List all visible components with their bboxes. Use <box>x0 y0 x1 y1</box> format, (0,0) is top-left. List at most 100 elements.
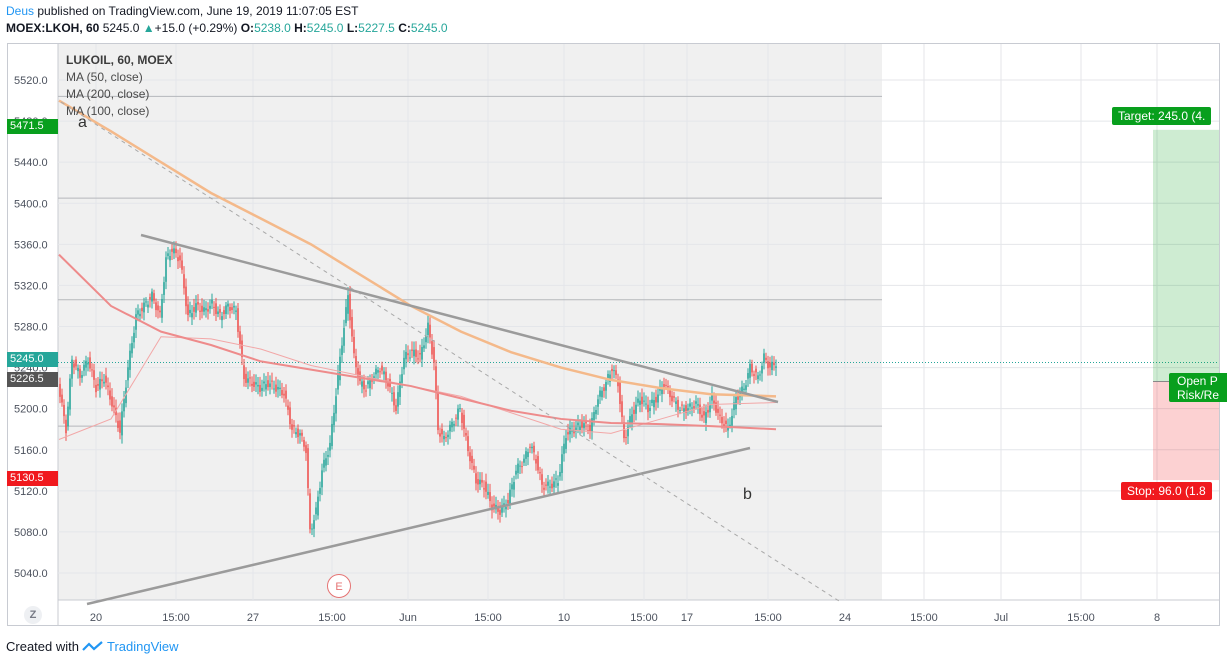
candle-body <box>655 396 657 403</box>
candle-body <box>89 357 91 369</box>
chart-pane[interactable]: 20 15:00 27 15:00 Jun 15:00 10 15:00 17 15:00 24 15… <box>7 43 1220 626</box>
candle-body <box>363 380 365 390</box>
tradingview-link[interactable]: TradingView <box>106 639 179 654</box>
stop-label[interactable]: Stop: 96.0 (1.8 <box>1121 482 1212 500</box>
candle-body <box>235 310 237 312</box>
candle-body <box>165 257 167 282</box>
candle-body <box>375 368 377 375</box>
y-tick-label: 5320.0 <box>14 280 48 292</box>
target-label[interactable]: Target: 245.0 (4. <box>1112 107 1212 125</box>
candle-body <box>605 382 607 391</box>
candle-body <box>511 484 513 490</box>
y-tick-label: 5120.0 <box>14 486 48 498</box>
legend-ma200[interactable]: MA (200, close) <box>66 87 150 101</box>
candle-body <box>623 422 625 439</box>
earnings-badge[interactable]: E <box>327 574 351 598</box>
candle-body <box>601 390 603 398</box>
candle-body <box>339 356 341 381</box>
candle-body <box>175 248 177 254</box>
open-label: O: <box>240 21 255 35</box>
candle-body <box>663 384 665 387</box>
candle-body <box>641 396 643 405</box>
legend-ma100[interactable]: MA (100, close) <box>66 104 150 118</box>
candle-body <box>519 465 521 467</box>
candle-body <box>103 381 105 384</box>
candle-body <box>581 421 583 428</box>
candle-body <box>407 353 409 356</box>
candle-body <box>195 303 197 313</box>
candle-body <box>749 363 751 378</box>
candle-body <box>345 307 347 324</box>
candle-body <box>621 401 623 417</box>
candle-body <box>353 336 355 354</box>
candle-body <box>123 398 125 412</box>
open-position-label[interactable]: Open P Risk/Re <box>1169 373 1227 402</box>
candle-body <box>631 414 633 425</box>
price-chart[interactable]: 20 15:00 27 15:00 Jun 15:00 10 15:00 17 15:00 24 15… <box>8 44 1220 626</box>
candle-body <box>293 425 295 427</box>
candle-body <box>129 350 131 370</box>
candle-body <box>425 336 427 343</box>
candle-body <box>331 423 333 447</box>
candle-body <box>569 427 571 435</box>
candle-body <box>699 404 701 415</box>
candle-body <box>447 434 449 438</box>
candle-body <box>443 435 445 440</box>
candle-body <box>61 394 63 403</box>
candle-body <box>59 383 61 397</box>
candle-body <box>145 301 147 303</box>
candle-body <box>297 428 299 438</box>
candle-body <box>337 372 339 390</box>
candle-body <box>417 358 419 360</box>
current-price-label: 5245.0 <box>7 352 58 367</box>
candle-body <box>309 493 311 530</box>
candle-body <box>491 504 493 511</box>
candle-body <box>377 370 379 373</box>
candle-body <box>263 381 265 384</box>
candle-body <box>151 291 153 302</box>
candle-body <box>365 390 367 392</box>
candle-body <box>455 417 457 419</box>
candle-body <box>545 484 547 486</box>
candle-body <box>93 370 95 380</box>
candle-body <box>551 483 553 489</box>
ohlc-line: MOEX:LKOH, 60 5245.0 ▲+15.0 (+0.29%) O:5… <box>6 20 448 37</box>
candle-body <box>669 390 671 398</box>
x-tick-label: 15:00 <box>910 612 938 624</box>
legend-ma50[interactable]: MA (50, close) <box>66 70 143 84</box>
candle-body <box>773 362 775 366</box>
candle-body <box>209 305 211 309</box>
candle-body <box>301 432 303 436</box>
candle-body <box>289 407 291 425</box>
candle-body <box>609 374 611 382</box>
candle-body <box>741 386 743 393</box>
candle-body <box>149 297 151 300</box>
candle-body <box>257 384 259 387</box>
y-tick-label: 5360.0 <box>14 239 48 251</box>
candle-body <box>399 381 401 397</box>
candle-body <box>553 481 555 488</box>
candle-body <box>269 383 271 388</box>
candle-body <box>91 369 93 371</box>
candle-body <box>765 357 767 360</box>
candle-body <box>125 387 127 404</box>
x-tick-label: 15:00 <box>754 612 782 624</box>
candle-body <box>283 393 285 396</box>
candle-body <box>607 373 609 379</box>
candle-body <box>167 253 169 256</box>
candle-body <box>677 399 679 410</box>
x-tick-label: Jul <box>994 612 1008 624</box>
author-link[interactable]: Deus <box>6 4 35 18</box>
candle-body <box>687 408 689 412</box>
candle-body <box>489 492 491 502</box>
candle-body <box>653 400 655 408</box>
candle-body <box>645 403 647 405</box>
candle-body <box>675 401 677 404</box>
candle-body <box>537 456 539 471</box>
candle-body <box>735 397 737 410</box>
bottom-price-label: 5130.5 <box>7 471 58 486</box>
candle-body <box>143 302 145 313</box>
candle-body <box>715 402 717 413</box>
zoom-button[interactable]: Z <box>24 606 42 624</box>
candle-body <box>155 302 157 311</box>
